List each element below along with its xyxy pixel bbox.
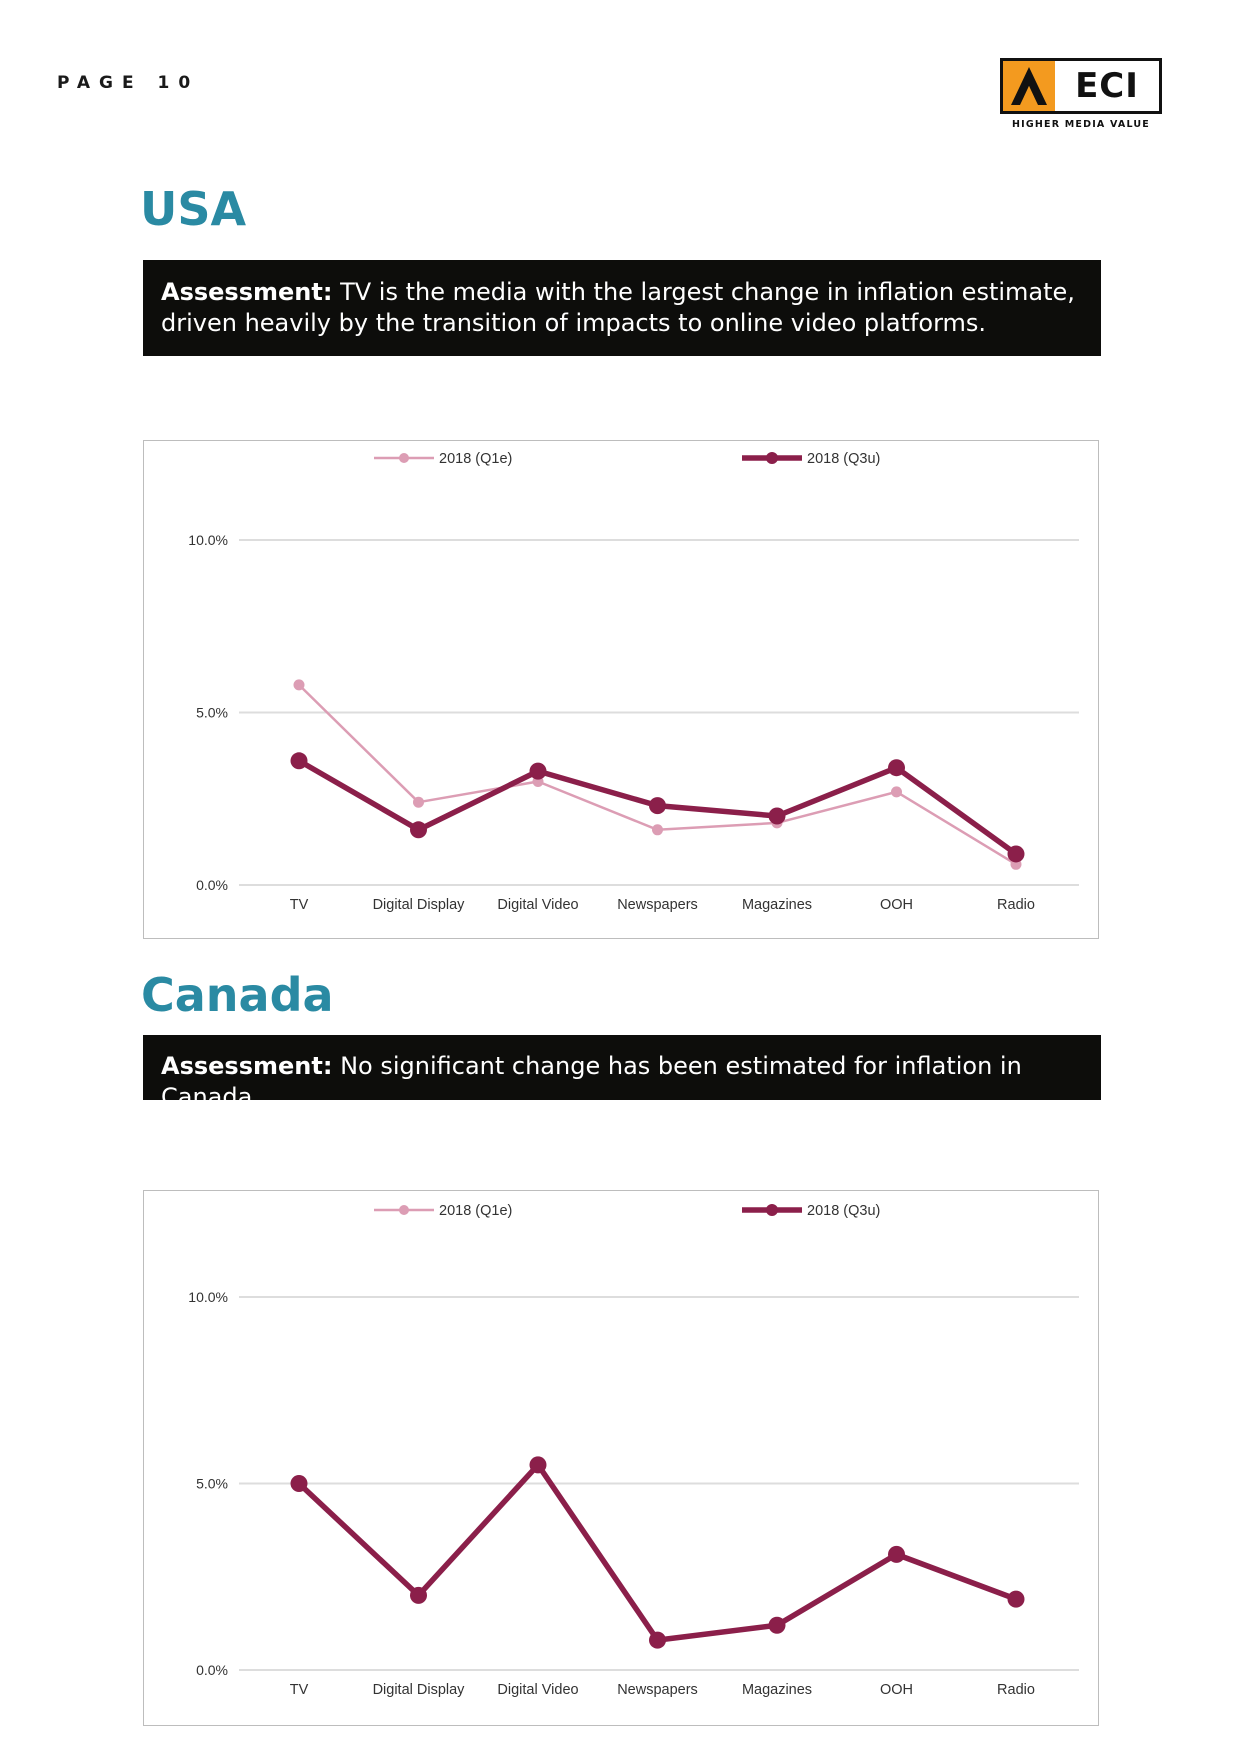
chart-usa-svg: 0.0% 5.0% 10.0% TV Digital Display Digital Vi… bbox=[188, 451, 1079, 913]
legend-label: 2018 (Q3u) bbox=[807, 1203, 880, 1219]
assessment-box-usa: Assessment: TV is the media with the lar… bbox=[143, 260, 1101, 356]
x-tick-label: Digital Display bbox=[373, 1682, 466, 1698]
y-tick-label: 0.0% bbox=[196, 877, 228, 893]
logo-wordmark: ECI bbox=[1055, 61, 1159, 111]
y-tick-label: 10.0% bbox=[188, 1289, 228, 1305]
legend-marker bbox=[766, 1204, 778, 1216]
data-point bbox=[293, 679, 305, 691]
x-tick-label: Radio bbox=[997, 897, 1035, 913]
data-point bbox=[410, 821, 427, 839]
data-point bbox=[649, 1631, 666, 1649]
y-tick-label: 0.0% bbox=[196, 1662, 228, 1678]
y-tick-label: 5.0% bbox=[196, 705, 228, 721]
x-tick-label: Magazines bbox=[742, 897, 812, 913]
section-title-usa: USA bbox=[140, 182, 247, 236]
assessment-box-canada: Assessment: No significant change has be… bbox=[143, 1035, 1101, 1111]
x-tick-label: Digital Display bbox=[373, 897, 466, 913]
x-tick-label: Digital Video bbox=[497, 897, 578, 913]
x-tick-label: Digital Video bbox=[497, 1682, 578, 1698]
data-point bbox=[768, 1616, 786, 1634]
chart-usa: 0.0% 5.0% 10.0% TV Digital Display Digital Vi… bbox=[143, 440, 1099, 939]
eci-logo: ECI HIGHER MEDIA VALUE bbox=[1000, 58, 1162, 130]
x-tick-label: TV bbox=[290, 897, 309, 913]
legend-label: 2018 (Q1e) bbox=[439, 1203, 512, 1219]
x-tick-label: OOH bbox=[880, 897, 913, 913]
x-tick-label: Magazines bbox=[742, 1682, 812, 1698]
data-point bbox=[652, 824, 663, 836]
logo-tagline: HIGHER MEDIA VALUE bbox=[1012, 119, 1150, 130]
assessment-text: TV is the media with the largest change … bbox=[161, 278, 1075, 337]
x-tick-label: OOH bbox=[880, 1682, 913, 1698]
x-tick-label: Newspapers bbox=[617, 1682, 698, 1698]
x-tick-label: Radio bbox=[997, 1682, 1035, 1698]
data-point bbox=[1007, 845, 1025, 863]
assessment-text: No significant change has been estimated… bbox=[161, 1052, 1022, 1111]
series-line bbox=[297, 1462, 1017, 1643]
data-point bbox=[1007, 1590, 1025, 1608]
data-point bbox=[413, 796, 424, 808]
legend-label: 2018 (Q3u) bbox=[807, 451, 880, 467]
arrow-a-icon bbox=[1003, 61, 1055, 111]
data-point bbox=[290, 752, 308, 770]
legend-label: 2018 (Q1e) bbox=[439, 451, 512, 467]
page-number: PAGE 10 bbox=[57, 73, 200, 93]
section-title-canada: Canada bbox=[141, 968, 334, 1022]
data-point bbox=[529, 1456, 547, 1474]
data-point bbox=[290, 1475, 308, 1492]
legend-marker bbox=[399, 453, 409, 463]
assessment-label: Assessment: bbox=[161, 278, 333, 306]
legend-marker bbox=[399, 1205, 409, 1215]
data-point bbox=[768, 807, 786, 825]
chart-canada: 0.0% 5.0% 10.0% TV Digital Display Digital Vi… bbox=[143, 1190, 1099, 1726]
legend-marker bbox=[766, 452, 778, 464]
data-point bbox=[529, 762, 547, 780]
assessment-label: Assessment: bbox=[161, 1052, 333, 1080]
series-line bbox=[298, 1463, 1017, 1642]
x-tick-label: TV bbox=[290, 1682, 309, 1698]
chart-canada-svg: 0.0% 5.0% 10.0% TV Digital Display Digital Vi… bbox=[188, 1203, 1079, 1698]
data-point bbox=[888, 759, 905, 777]
y-tick-label: 10.0% bbox=[188, 532, 228, 548]
data-point bbox=[410, 1586, 427, 1604]
y-tick-label: 5.0% bbox=[196, 1476, 228, 1492]
data-point bbox=[649, 797, 666, 815]
data-point bbox=[888, 1545, 905, 1563]
x-tick-label: Newspapers bbox=[617, 897, 698, 913]
data-point bbox=[891, 786, 902, 798]
